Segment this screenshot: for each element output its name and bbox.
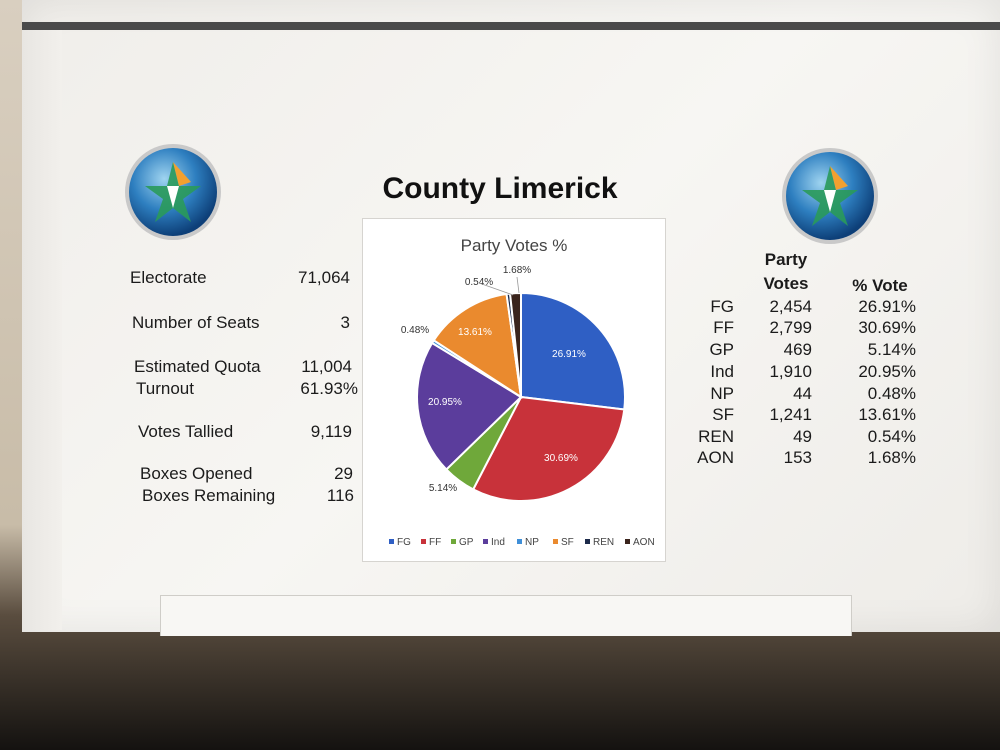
stat-value-boxes-opened: 29 xyxy=(334,464,353,483)
pie-label-np: 0.48% xyxy=(401,325,429,336)
table-cell-votes: 1,241 xyxy=(769,405,812,424)
legend-label-ind: Ind xyxy=(491,537,505,548)
election-logo-right-icon xyxy=(782,148,878,244)
election-logo-left-icon xyxy=(125,144,221,240)
pie-label-gp: 5.14% xyxy=(429,483,457,494)
table-cell-votes: 44 xyxy=(793,384,812,403)
table-cell-party: SF xyxy=(712,405,734,424)
legend-swatch-ff xyxy=(421,539,426,544)
pie-chart-panel: Party Votes % 26.91% 30.69% 5.14% 20.95% 0.4… xyxy=(362,218,666,562)
table-header-pct: % Vote xyxy=(852,276,908,295)
legend-label-aon: AON xyxy=(633,537,655,548)
table-cell-votes: 49 xyxy=(793,427,812,446)
stat-value-votes-tallied: 9,119 xyxy=(310,422,352,441)
stat-label-votes-tallied: Votes Tallied xyxy=(138,422,234,441)
legend-swatch-ind xyxy=(483,539,488,544)
legend-swatch-ren xyxy=(585,539,590,544)
legend-swatch-aon xyxy=(625,539,630,544)
stat-value-electorate: 71,064 xyxy=(298,268,350,287)
table-cell-party: Ind xyxy=(710,362,734,381)
pie-label-aon: 1.68% xyxy=(503,265,531,276)
stat-label-quota: Estimated Quota xyxy=(134,357,261,376)
pie-chart: Party Votes % 26.91% 30.69% 5.14% 20.95% 0.4… xyxy=(389,236,655,548)
legend-swatch-sf xyxy=(553,539,558,544)
legend-swatch-np xyxy=(517,539,522,544)
pie-slice-fg xyxy=(520,291,626,411)
pie-leader-line xyxy=(516,276,520,294)
table-cell-party: NP xyxy=(710,384,734,403)
table-header-party: Party xyxy=(764,250,808,269)
legend-label-ren: REN xyxy=(593,537,614,548)
table-cell-votes: 2,454 xyxy=(769,297,812,316)
table-cell-pct: 1.68% xyxy=(867,448,916,467)
pie-slice-ind xyxy=(416,341,523,471)
stat-value-seats: 3 xyxy=(340,313,350,332)
legend-label-np: NP xyxy=(525,537,539,548)
stat-value-boxes-remaining: 116 xyxy=(326,486,354,505)
pie-label-ff: 30.69% xyxy=(544,453,578,464)
table-cell-pct: 0.48% xyxy=(867,384,916,403)
pie-label-ren: 0.54% xyxy=(465,277,493,288)
table-cell-pct: 30.69% xyxy=(858,318,916,337)
legend-label-gp: GP xyxy=(459,537,474,548)
table-cell-votes: 1,910 xyxy=(769,362,812,381)
chart-title: Party Votes % xyxy=(461,236,568,255)
pie-slice-ff xyxy=(471,395,626,502)
legend-label-fg: FG xyxy=(397,537,411,548)
table-header-votes: Votes xyxy=(763,274,809,293)
pie-label-sf: 13.61% xyxy=(458,327,492,338)
legend-label-ff: FF xyxy=(429,537,441,548)
table-cell-pct: 0.54% xyxy=(867,427,916,446)
pie-slice-sf xyxy=(432,292,523,400)
table-cell-party: FG xyxy=(710,297,734,316)
table-cell-party: GP xyxy=(709,340,734,359)
stat-label-boxes-remaining: Boxes Remaining xyxy=(142,486,276,505)
window-top-bar xyxy=(22,22,1000,30)
legend-swatch-gp xyxy=(451,539,456,544)
table-cell-votes: 153 xyxy=(783,448,812,467)
pie-label-ind: 20.95% xyxy=(428,397,462,408)
stat-value-quota: 11,004 xyxy=(301,357,352,376)
stat-label-turnout: Turnout xyxy=(136,379,194,398)
table-cell-pct: 26.91% xyxy=(858,297,916,316)
bottom-panel xyxy=(160,595,852,636)
stat-label-seats: Number of Seats xyxy=(132,313,260,332)
table-cell-pct: 5.14% xyxy=(867,340,916,359)
legend-swatch-fg xyxy=(389,539,394,544)
pie-label-fg: 26.91% xyxy=(552,349,586,360)
table-cell-pct: 13.61% xyxy=(858,405,916,424)
table-cell-votes: 469 xyxy=(783,340,812,359)
table-cell-pct: 20.95% xyxy=(858,362,916,381)
page-title: County Limerick xyxy=(382,172,618,205)
table-cell-party: AON xyxy=(697,448,734,467)
stat-label-electorate: Electorate xyxy=(130,268,207,287)
left-margin-strip xyxy=(22,30,62,630)
table-cell-party: REN xyxy=(698,427,734,446)
pie-leader-line xyxy=(478,282,514,296)
legend-label-sf: SF xyxy=(561,537,574,548)
table-cell-votes: 2,799 xyxy=(769,318,812,337)
stat-value-turnout: 61.93% xyxy=(300,379,358,398)
table-cell-party: FF xyxy=(713,318,734,337)
stat-label-boxes-opened: Boxes Opened xyxy=(140,464,253,483)
